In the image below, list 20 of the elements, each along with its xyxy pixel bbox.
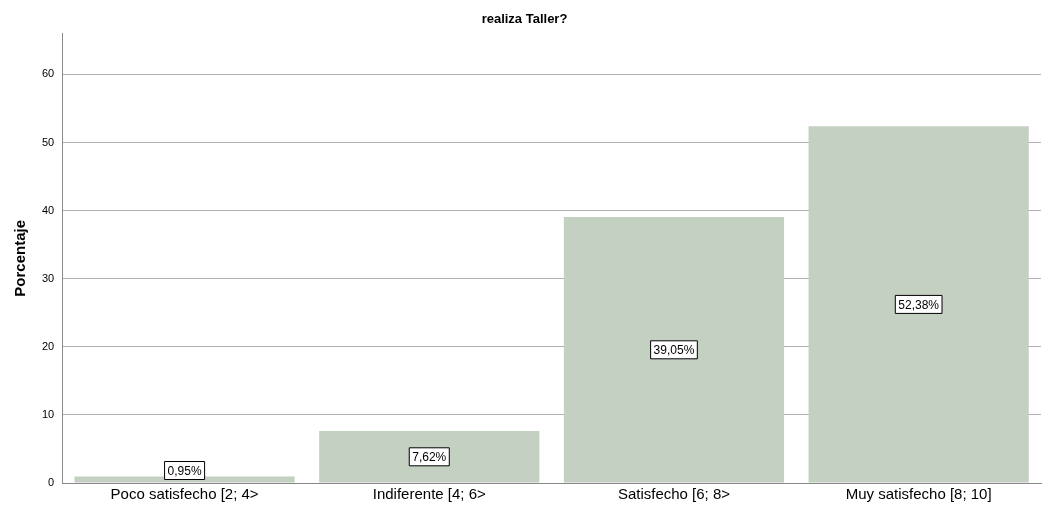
y-tick-label: 30 [41,271,55,284]
data-label: 52,38% [898,297,940,312]
bar [563,217,785,483]
y-tick-label: 20 [41,339,55,352]
y-tick-label: 40 [41,203,55,216]
y-tick-label: 10 [41,407,55,420]
bar [808,126,1029,483]
y-axis-title: Porcentaje [11,219,29,297]
chart-title: realiza Taller? [481,11,568,27]
x-tick-label: Satisfecho [6; 8> [617,485,731,503]
x-tick-label: Muy satisfecho [8; 10] [845,485,992,503]
data-label: 7,62% [412,450,447,465]
data-label: 39,05% [653,343,695,358]
y-tick-label: 50 [41,135,55,148]
x-tick-label: Poco satisfecho [2; 4> [110,485,259,503]
y-tick-label: 60 [41,67,55,80]
bar [319,431,540,483]
y-tick-label: 0 [48,476,55,489]
x-tick-label: Indiferente [4; 6> [372,485,487,503]
data-label: 0,95% [167,463,202,478]
